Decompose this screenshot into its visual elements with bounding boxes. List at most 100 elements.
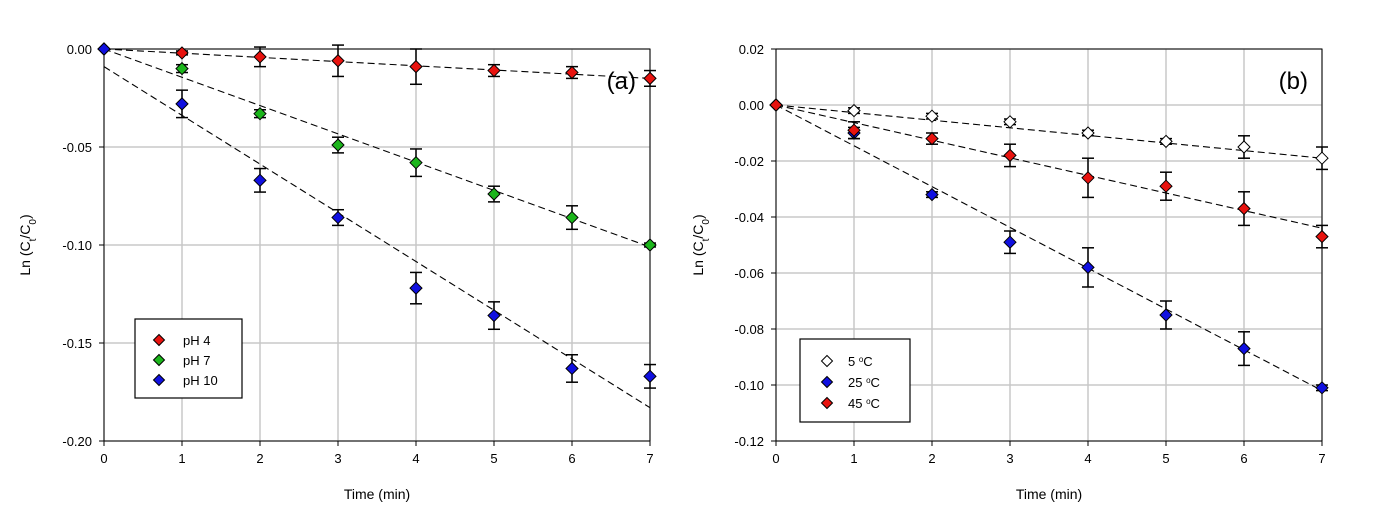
data-point: [565, 65, 579, 80]
x-tick-label: 6: [568, 451, 575, 466]
x-tick-label: 5: [490, 451, 497, 466]
y-tick-label: -0.15: [62, 336, 92, 351]
x-tick-label: 0: [100, 451, 107, 466]
fit-line-pH4: [103, 48, 651, 79]
x-axis-label: Time (min): [344, 486, 410, 502]
panel-b: 0 1 2 3 4 5 6 70.020.00-0.02-0.04-0.06-0.08-0.1…: [690, 42, 1329, 502]
legend-marker: [820, 354, 834, 368]
data-point: [487, 63, 501, 78]
data-point: [175, 97, 189, 111]
y-tick-label: -0.06: [734, 266, 764, 281]
data-point: [409, 59, 423, 74]
y-label-mid: /C: [17, 225, 33, 239]
x-tick-label: 1: [178, 451, 185, 466]
legend-label-num: 5: [848, 354, 859, 369]
legend-label-unit: C: [863, 354, 872, 369]
legend-marker: [820, 375, 834, 389]
data-point: [97, 42, 111, 56]
x-tick-label: 4: [1084, 451, 1091, 466]
data-point: [253, 50, 267, 64]
data-point: [1003, 115, 1017, 129]
legend-label: 25 oC: [848, 375, 880, 390]
data-point: [1315, 151, 1329, 165]
data-point: [565, 210, 579, 225]
legend-label: 45 oC: [848, 396, 880, 411]
legend-label: 5 oC: [848, 354, 873, 369]
data-point: [1159, 134, 1173, 149]
data-point: [409, 155, 423, 170]
y-tick-label: 0.02: [739, 42, 764, 57]
data-point: [847, 123, 861, 137]
y-tick-label: 0.00: [67, 42, 92, 57]
data-point: [1315, 381, 1329, 395]
data-point: [487, 187, 501, 201]
legend-label-num: 25: [848, 375, 866, 390]
fit-line-25C: [775, 104, 1323, 392]
legend-label-unit: C: [871, 375, 880, 390]
data-point: [175, 61, 189, 76]
legend-label-degree: o: [859, 355, 864, 364]
y-label-main: Ln (C: [17, 241, 33, 275]
y-label-mid: /C: [690, 225, 706, 239]
y-tick-label: -0.08: [734, 322, 764, 337]
fit-line-pH7: [103, 48, 651, 248]
fit-line-pH10: [103, 66, 651, 409]
fit-line-5C: [775, 104, 1323, 159]
data-point: [1003, 235, 1017, 249]
data-point: [1159, 179, 1173, 193]
legend-box: [799, 338, 911, 423]
data-point: [1081, 126, 1095, 140]
data-point: [1081, 260, 1095, 275]
y-axis-label: Ln (Ct/C0): [690, 214, 712, 275]
panel-label: (a): [607, 68, 636, 95]
legend-marker: [152, 353, 166, 367]
data-point: [1315, 229, 1329, 244]
x-tick-label: 3: [334, 451, 341, 466]
y-label-sub-0: 0: [28, 219, 39, 225]
panel-a: 0 1 2 3 4 5 6 7 0.00 -0.05 -0.10 -0.15 -0.20 Time (mi…: [17, 42, 657, 502]
legend-marker: [152, 373, 166, 387]
data-point: [1159, 308, 1173, 322]
legend-label: pH 10: [183, 373, 218, 388]
fit-line-45C: [775, 104, 1323, 229]
data-point: [643, 369, 657, 384]
data-point: [175, 46, 189, 60]
x-tick-label: 1: [850, 451, 857, 466]
y-label-sub-t: t: [28, 238, 39, 241]
legend-label: pH 7: [183, 353, 210, 368]
y-label-end: ): [690, 214, 706, 219]
legend-label-degree: o: [866, 376, 871, 385]
y-label-sub-t: t: [701, 238, 712, 241]
legend-label-degree: o: [866, 397, 871, 406]
panel-label: (b): [1279, 68, 1308, 95]
x-tick-label: 0: [772, 451, 779, 466]
data-point: [1081, 171, 1095, 185]
x-tick-label: 7: [646, 451, 653, 466]
legend-box: [134, 318, 243, 399]
legend-marker: [152, 333, 166, 347]
data-point: [643, 71, 657, 86]
data-point: [331, 54, 345, 68]
y-axis-label: Ln (Ct/C0): [17, 214, 39, 275]
legend-label-unit: C: [871, 396, 880, 411]
data-point: [643, 238, 657, 252]
data-point: [1237, 341, 1251, 356]
data-point: [409, 281, 423, 295]
y-tick-label: -0.10: [734, 378, 764, 393]
y-label-end: ): [17, 214, 33, 219]
x-tick-label: 7: [1318, 451, 1325, 466]
data-point: [253, 106, 267, 121]
data-point: [1237, 140, 1251, 154]
data-point: [847, 103, 861, 118]
x-tick-label: 5: [1162, 451, 1169, 466]
legend-label-num: 45: [848, 396, 866, 411]
data-point: [331, 138, 345, 152]
data-point: [253, 173, 267, 188]
y-tick-label: -0.10: [62, 238, 92, 253]
legend-label: pH 4: [183, 333, 210, 348]
y-label-sub-0: 0: [701, 219, 712, 225]
x-tick-label: 6: [1240, 451, 1247, 466]
data-point: [925, 187, 939, 202]
